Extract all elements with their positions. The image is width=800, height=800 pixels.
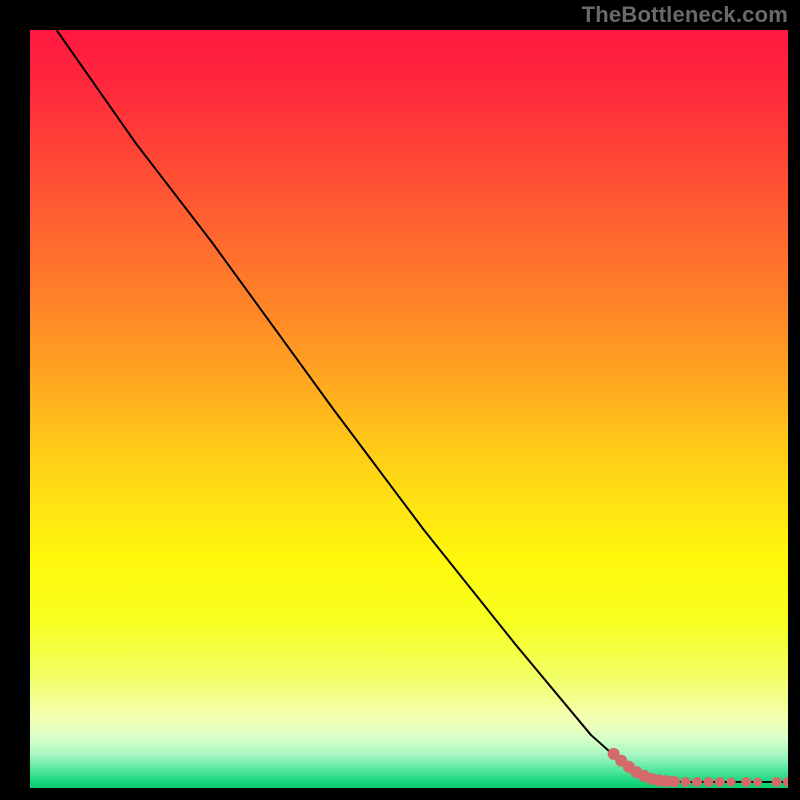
marker-dot [742, 777, 751, 786]
marker-dot [693, 777, 702, 786]
marker-dot [669, 777, 679, 787]
chart-stage: TheBottleneck.com [0, 0, 800, 800]
marker-dot [727, 778, 735, 786]
plot-background [30, 30, 788, 788]
marker-dot [772, 777, 781, 786]
marker-dot [681, 777, 690, 786]
marker-dot [715, 777, 724, 786]
marker-dot [704, 777, 713, 786]
marker-dot [754, 778, 762, 786]
watermark-text: TheBottleneck.com [582, 2, 788, 28]
marker-dot [784, 777, 793, 786]
bottleneck-chart [0, 0, 800, 800]
